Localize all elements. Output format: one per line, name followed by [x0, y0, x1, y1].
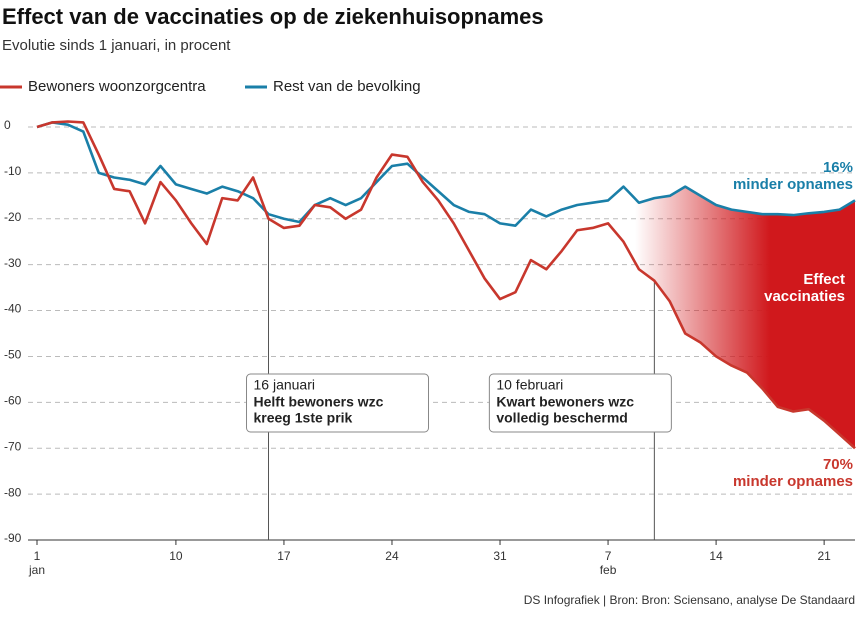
legend-label: Rest van de bevolking [273, 78, 421, 95]
y-tick-label: -50 [4, 348, 22, 362]
source: DS Infografiek | Bron: Bron: Sciensano, … [524, 593, 855, 607]
x-tick-label: 21 [817, 549, 831, 563]
annotation-box [246, 373, 430, 433]
y-tick-label: -60 [4, 394, 22, 408]
y-tick-label: -70 [4, 439, 22, 453]
y-tick-label: -20 [4, 210, 22, 224]
chart-title: Effect van de vaccinaties op de ziekenhu… [2, 4, 544, 29]
end-label: 70% [823, 456, 853, 473]
series-line [36, 120, 856, 450]
x-tick-label: 10 [169, 549, 183, 563]
y-tick-label: -90 [4, 531, 22, 545]
annotation-date: 10 februari [496, 377, 563, 393]
x-tick-label: 14 [709, 549, 723, 563]
y-tick-label: 0 [4, 118, 11, 132]
annotation-text: volledig beschermd [496, 410, 627, 426]
chart-subtitle: Evolutie sinds 1 januari, in procent [2, 37, 231, 54]
y-tick-label: -80 [4, 485, 22, 499]
annotation-text: Helft bewoners wzc [254, 394, 384, 410]
x-tick-label: 1 [34, 549, 41, 563]
month-label: jan [28, 563, 45, 577]
month-label: feb [600, 563, 617, 577]
x-tick-label: 31 [493, 549, 507, 563]
legend-label: Bewoners woonzorgcentra [28, 78, 206, 95]
effect-area [623, 186, 855, 449]
y-tick-label: -10 [4, 164, 22, 178]
annotation-text: Kwart bewoners wzc [496, 394, 634, 410]
annotation-text: kreeg 1ste prik [254, 410, 353, 426]
annotation-box [488, 373, 672, 433]
end-label: vaccinaties [764, 288, 845, 305]
annotation-date: 16 januari [254, 377, 316, 393]
end-label: 16% [823, 159, 853, 176]
x-tick-label: 24 [385, 549, 399, 563]
end-label: minder opnames [733, 473, 853, 490]
end-label: minder opnames [733, 176, 853, 193]
x-tick-label: 17 [277, 549, 291, 563]
series-line [36, 121, 856, 227]
y-tick-label: -40 [4, 302, 22, 316]
y-tick-label: -30 [4, 256, 22, 270]
x-tick-label: 7 [605, 549, 612, 563]
end-label: Effect [803, 271, 845, 288]
